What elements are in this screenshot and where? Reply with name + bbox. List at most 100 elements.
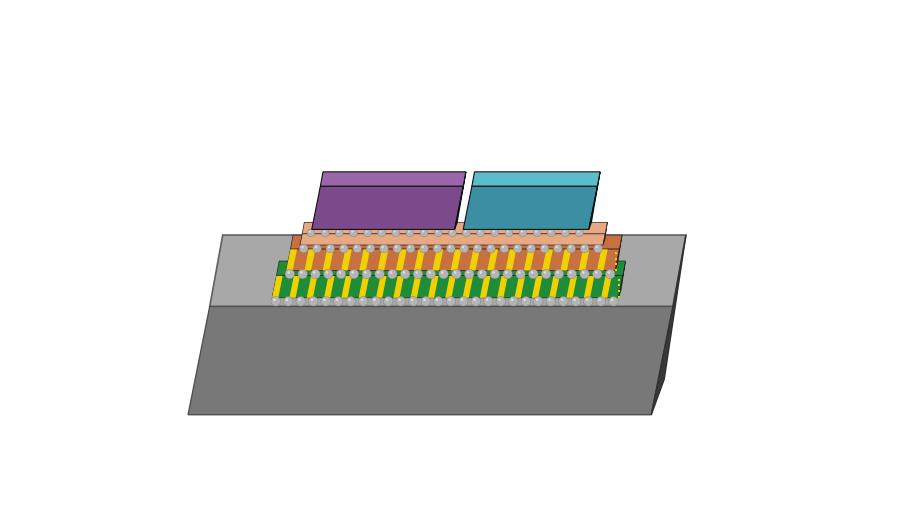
- Circle shape: [594, 244, 602, 254]
- Circle shape: [409, 246, 410, 249]
- Polygon shape: [300, 234, 605, 245]
- Circle shape: [542, 246, 544, 249]
- Circle shape: [448, 246, 451, 249]
- Polygon shape: [451, 249, 462, 271]
- Circle shape: [374, 299, 376, 301]
- Circle shape: [556, 272, 559, 274]
- Circle shape: [408, 231, 410, 233]
- Polygon shape: [618, 296, 620, 298]
- Polygon shape: [311, 187, 464, 230]
- Polygon shape: [542, 249, 553, 271]
- Circle shape: [298, 270, 308, 279]
- Circle shape: [346, 297, 356, 307]
- Circle shape: [339, 244, 348, 254]
- Circle shape: [475, 246, 478, 249]
- Polygon shape: [286, 249, 619, 271]
- Circle shape: [398, 299, 400, 301]
- Circle shape: [371, 297, 381, 307]
- Circle shape: [540, 244, 549, 254]
- Circle shape: [548, 299, 551, 301]
- Polygon shape: [323, 249, 334, 271]
- Circle shape: [422, 246, 424, 249]
- Circle shape: [300, 272, 302, 274]
- Polygon shape: [579, 249, 590, 271]
- Polygon shape: [446, 276, 456, 298]
- Polygon shape: [341, 276, 352, 298]
- Circle shape: [473, 299, 476, 301]
- Circle shape: [526, 244, 536, 254]
- Circle shape: [486, 299, 489, 301]
- Circle shape: [393, 244, 401, 254]
- Circle shape: [351, 272, 354, 274]
- Circle shape: [523, 299, 526, 301]
- Polygon shape: [561, 249, 572, 271]
- Polygon shape: [616, 247, 617, 249]
- Circle shape: [364, 272, 367, 274]
- Circle shape: [420, 230, 427, 237]
- Polygon shape: [378, 249, 389, 271]
- Circle shape: [323, 270, 333, 279]
- Circle shape: [554, 270, 563, 279]
- Circle shape: [608, 297, 618, 307]
- Polygon shape: [304, 249, 315, 271]
- Circle shape: [471, 297, 481, 307]
- Circle shape: [383, 297, 393, 307]
- Polygon shape: [618, 273, 620, 275]
- Circle shape: [382, 246, 384, 249]
- Polygon shape: [276, 262, 626, 276]
- Circle shape: [351, 231, 354, 233]
- Circle shape: [326, 272, 328, 274]
- Circle shape: [285, 299, 288, 301]
- Circle shape: [450, 231, 453, 233]
- Circle shape: [507, 231, 508, 233]
- Polygon shape: [324, 276, 335, 298]
- Circle shape: [296, 297, 305, 307]
- Circle shape: [300, 244, 308, 254]
- Circle shape: [326, 244, 335, 254]
- Circle shape: [466, 272, 469, 274]
- Circle shape: [336, 230, 343, 237]
- Circle shape: [377, 272, 380, 274]
- Polygon shape: [497, 276, 508, 298]
- Circle shape: [511, 299, 513, 301]
- Circle shape: [409, 297, 418, 307]
- Circle shape: [528, 270, 538, 279]
- Circle shape: [374, 270, 384, 279]
- Circle shape: [285, 270, 294, 279]
- Circle shape: [496, 297, 506, 307]
- Circle shape: [355, 246, 357, 249]
- Circle shape: [528, 246, 531, 249]
- Polygon shape: [272, 276, 283, 298]
- Circle shape: [516, 246, 517, 249]
- Circle shape: [531, 272, 534, 274]
- Circle shape: [390, 272, 392, 274]
- Circle shape: [368, 246, 371, 249]
- Circle shape: [446, 297, 455, 307]
- Polygon shape: [469, 249, 480, 271]
- Polygon shape: [410, 276, 421, 298]
- Polygon shape: [618, 285, 620, 287]
- Polygon shape: [472, 173, 600, 187]
- Circle shape: [583, 297, 593, 307]
- Circle shape: [365, 231, 367, 233]
- Circle shape: [580, 244, 589, 254]
- Circle shape: [516, 270, 526, 279]
- Circle shape: [596, 297, 606, 307]
- Polygon shape: [359, 276, 369, 298]
- Circle shape: [315, 246, 317, 249]
- Circle shape: [378, 230, 385, 237]
- Circle shape: [567, 244, 575, 254]
- Circle shape: [380, 244, 388, 254]
- Circle shape: [334, 297, 343, 307]
- Circle shape: [503, 270, 512, 279]
- Polygon shape: [597, 249, 608, 271]
- Circle shape: [435, 246, 437, 249]
- Polygon shape: [619, 268, 621, 270]
- Polygon shape: [616, 236, 622, 271]
- Circle shape: [380, 231, 382, 233]
- Circle shape: [353, 244, 362, 254]
- Circle shape: [452, 270, 461, 279]
- Polygon shape: [210, 235, 686, 307]
- Circle shape: [416, 272, 418, 274]
- Circle shape: [549, 231, 552, 233]
